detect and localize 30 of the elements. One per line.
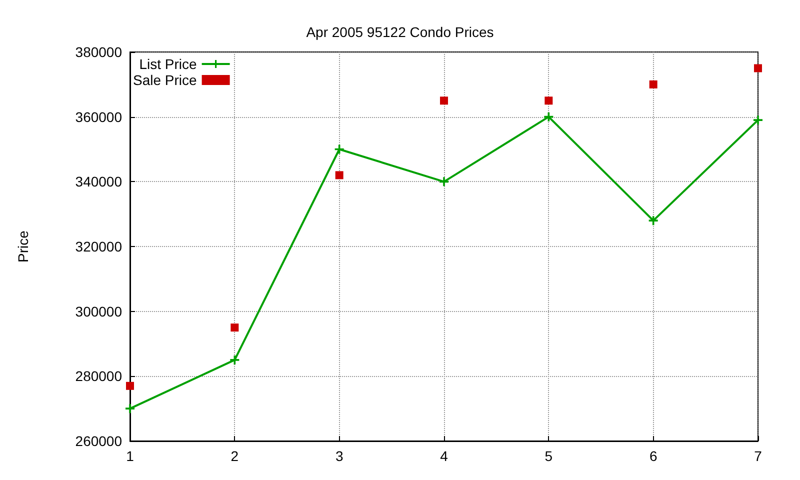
x-tick-label: 5 <box>544 448 553 464</box>
x-tick-label: 6 <box>649 448 658 464</box>
point <box>335 171 344 180</box>
legend-label: Sale Price <box>132 72 198 88</box>
x-tick-label: 2 <box>230 448 239 464</box>
point <box>126 382 134 390</box>
x-tick-label: 1 <box>126 448 134 464</box>
y-tick-label: 280000 <box>75 368 122 384</box>
point <box>230 355 240 364</box>
y-tick-label: 320000 <box>75 238 122 254</box>
point <box>754 64 762 72</box>
legend-label: List Price <box>139 56 198 72</box>
point <box>126 404 134 414</box>
point <box>649 80 658 88</box>
point <box>648 216 658 226</box>
y-tick-label: 340000 <box>75 174 122 190</box>
y-tick-label: 300000 <box>75 303 122 320</box>
y-tick-label: 260000 <box>75 433 122 449</box>
x-tick-label: 3 <box>335 448 344 464</box>
y-tick-label: 360000 <box>75 108 122 125</box>
point <box>754 116 762 125</box>
point <box>440 96 448 105</box>
chart-title: Apr 2005 95122 Condo Prices <box>306 24 494 40</box>
x-tick-label: 4 <box>440 448 448 464</box>
x-tick-label: 7 <box>754 448 762 464</box>
point <box>440 177 448 186</box>
y-tick-label: 380000 <box>75 44 122 60</box>
point <box>544 96 553 105</box>
y-axis-title: Price <box>15 230 31 262</box>
point <box>230 324 239 332</box>
